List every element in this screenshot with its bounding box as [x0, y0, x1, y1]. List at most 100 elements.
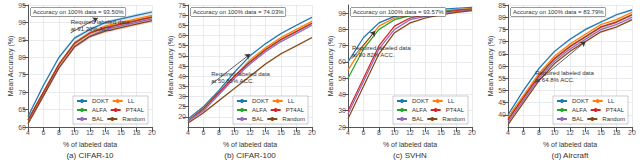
svg-text:80: 80	[498, 14, 506, 21]
svg-text:16: 16	[437, 129, 445, 136]
svg-text:40: 40	[498, 111, 506, 118]
svg-text:65: 65	[498, 50, 506, 57]
svg-text:Accuracy on 100% data = 83.79%: Accuracy on 100% data = 83.79%	[513, 9, 604, 15]
svg-text:at 91.30% ACC.: at 91.30% ACC.	[71, 26, 114, 32]
svg-text:Mean Accuracy (%): Mean Accuracy (%)	[487, 36, 495, 97]
svg-text:14: 14	[262, 129, 270, 136]
svg-text:55: 55	[178, 42, 186, 49]
svg-text:20: 20	[468, 129, 476, 136]
svg-text:ALFA: ALFA	[252, 107, 267, 113]
svg-text:18: 18	[453, 129, 461, 136]
svg-text:ALFA: ALFA	[92, 107, 107, 113]
svg-text:90: 90	[338, 10, 346, 17]
svg-text:4: 4	[506, 129, 510, 136]
svg-text:4: 4	[26, 129, 30, 136]
svg-text:PT4AL: PT4AL	[606, 107, 625, 113]
svg-text:20: 20	[308, 129, 316, 136]
svg-text:60: 60	[498, 63, 506, 70]
svg-text:(a) CIFAR-10: (a) CIFAR-10	[66, 151, 114, 160]
svg-text:70: 70	[498, 38, 506, 45]
svg-text:85: 85	[498, 2, 506, 9]
svg-text:12: 12	[246, 129, 254, 136]
svg-text:Mean Accuracy (%): Mean Accuracy (%)	[7, 36, 15, 97]
svg-text:(b) CIFAR-100: (b) CIFAR-100	[224, 151, 276, 160]
svg-text:14: 14	[102, 129, 110, 136]
svg-text:LL: LL	[288, 98, 295, 104]
svg-text:45: 45	[178, 63, 186, 70]
svg-text:10: 10	[391, 129, 399, 136]
svg-text:Random: Random	[282, 116, 305, 122]
svg-text:30: 30	[338, 107, 346, 114]
svg-text:Mean Accuracy (%): Mean Accuracy (%)	[327, 36, 335, 97]
svg-text:14: 14	[582, 129, 590, 136]
svg-text:50: 50	[178, 52, 186, 59]
svg-text:20: 20	[628, 129, 636, 136]
svg-text:LL: LL	[448, 98, 455, 104]
svg-text:70: 70	[338, 42, 346, 49]
svg-text:DOKT: DOKT	[412, 98, 429, 104]
svg-text:8: 8	[217, 129, 221, 136]
svg-text:90: 90	[18, 19, 26, 26]
svg-text:% of labeled data: % of labeled data	[223, 141, 277, 148]
svg-text:35: 35	[178, 83, 186, 90]
svg-text:LL: LL	[128, 98, 135, 104]
svg-text:30: 30	[178, 93, 186, 100]
svg-text:16: 16	[597, 129, 605, 136]
svg-text:16: 16	[117, 129, 125, 136]
svg-text:ALFA: ALFA	[412, 107, 427, 113]
svg-text:40: 40	[178, 73, 186, 80]
svg-text:60: 60	[178, 32, 186, 39]
svg-text:25: 25	[178, 103, 186, 110]
svg-text:6: 6	[42, 129, 46, 136]
svg-text:Required labeled data: Required labeled data	[71, 19, 130, 25]
svg-text:Accuracy on 100% data = 93.57%: Accuracy on 100% data = 93.57%	[353, 9, 444, 15]
svg-text:6: 6	[522, 129, 526, 136]
svg-text:% of labeled data: % of labeled data	[543, 141, 597, 148]
svg-text:14: 14	[422, 129, 430, 136]
svg-text:65: 65	[18, 106, 26, 113]
svg-text:65: 65	[178, 22, 186, 29]
svg-text:50: 50	[338, 75, 346, 82]
svg-text:(d) Aircraft: (d) Aircraft	[552, 151, 590, 160]
svg-text:Random: Random	[122, 116, 145, 122]
svg-text:(c) SVHN: (c) SVHN	[393, 151, 427, 160]
svg-text:60: 60	[18, 124, 26, 131]
svg-text:80: 80	[338, 26, 346, 33]
svg-text:85: 85	[18, 36, 26, 43]
svg-text:8: 8	[377, 129, 381, 136]
svg-text:20: 20	[148, 129, 156, 136]
svg-text:18: 18	[613, 129, 621, 136]
svg-text:ALFA: ALFA	[572, 107, 587, 113]
svg-text:Accuracy on 100% data = 93.50%: Accuracy on 100% data = 93.50%	[33, 9, 124, 15]
svg-text:8: 8	[537, 129, 541, 136]
svg-text:PT4AL: PT4AL	[446, 107, 465, 113]
svg-text:at 90.82% ACC.: at 90.82% ACC.	[352, 52, 395, 58]
svg-text:Accuracy on 100% data = 74.03%: Accuracy on 100% data = 74.03%	[193, 9, 284, 15]
svg-text:BAL: BAL	[412, 116, 424, 122]
svg-text:BAL: BAL	[92, 116, 104, 122]
svg-text:20: 20	[338, 124, 346, 131]
svg-text:18: 18	[133, 129, 141, 136]
svg-text:at 50.85% ACC.: at 50.85% ACC.	[211, 78, 254, 84]
svg-text:DOKT: DOKT	[572, 98, 589, 104]
svg-text:75: 75	[498, 26, 506, 33]
svg-text:70: 70	[178, 12, 186, 19]
svg-text:6: 6	[362, 129, 366, 136]
svg-text:Random: Random	[442, 116, 465, 122]
svg-text:70: 70	[18, 89, 26, 96]
svg-text:45: 45	[498, 99, 506, 106]
svg-text:Mean Accuracy (%): Mean Accuracy (%)	[167, 36, 175, 97]
svg-text:DOKT: DOKT	[92, 98, 109, 104]
svg-text:75: 75	[18, 71, 26, 78]
svg-text:80: 80	[18, 54, 26, 61]
svg-text:DOKT: DOKT	[252, 98, 269, 104]
svg-text:60: 60	[338, 58, 346, 65]
svg-text:% of labeled data: % of labeled data	[383, 141, 437, 148]
svg-text:55: 55	[498, 75, 506, 82]
svg-text:Required labeled data: Required labeled data	[211, 71, 270, 77]
svg-text:75: 75	[178, 2, 186, 9]
svg-text:95: 95	[18, 2, 26, 9]
svg-text:40: 40	[338, 91, 346, 98]
svg-text:Required labeled data: Required labeled data	[535, 70, 594, 76]
svg-text:4: 4	[186, 129, 190, 136]
